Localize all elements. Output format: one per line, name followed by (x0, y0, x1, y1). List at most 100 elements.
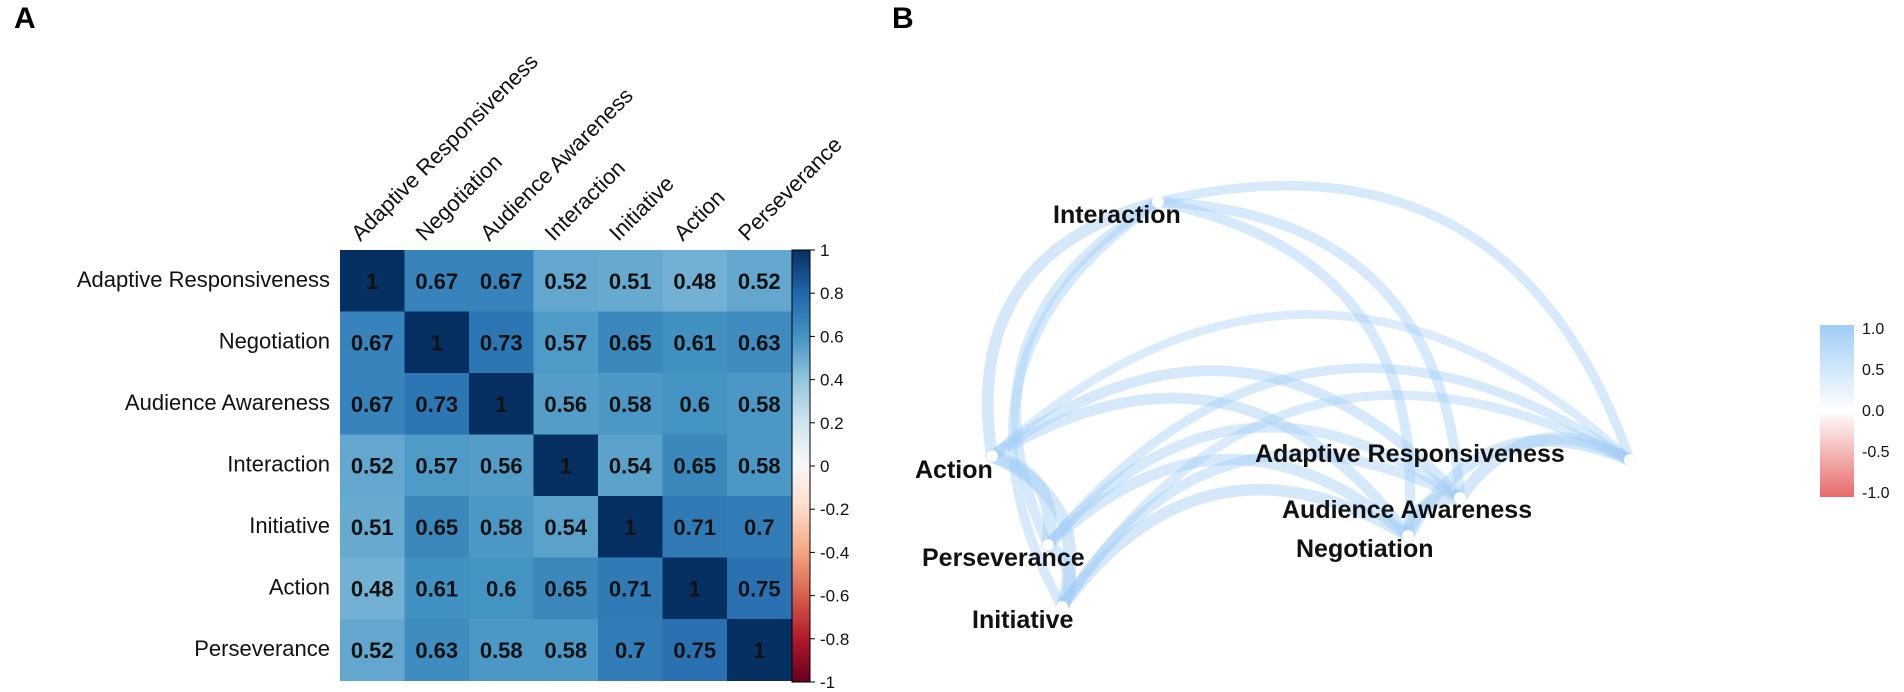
network-edge (1007, 197, 1163, 612)
network-node-label: Initiative (972, 606, 1074, 634)
heatmap-cell-label: 0.52 (738, 269, 781, 294)
colorbar-tick-label: 0.2 (820, 414, 844, 433)
heatmap-cell-label: 0.51 (351, 515, 394, 540)
heatmap-row-label: Perseverance (194, 636, 330, 661)
network-node-label: Adaptive Responsiveness (1255, 440, 1565, 468)
heatmap-cell-label: 0.54 (609, 453, 653, 478)
heatmap-cell (340, 311, 405, 374)
network-edge (1043, 363, 1635, 550)
heatmap-cell (598, 250, 663, 312)
heatmap-cell-label: 0.65 (415, 515, 458, 540)
correlation-heatmap: 1 0.67 0.67 0.52 0.51 0.48 0.52 0.67 1 0.73 0.57 0.… (77, 49, 849, 692)
heatmap-cell-label: 0.67 (415, 269, 458, 294)
network-edge (1056, 449, 1466, 613)
heatmap-cell (404, 619, 470, 681)
colorbar-tick-label: -0.8 (820, 630, 849, 649)
network-edge (1401, 434, 1637, 543)
network-node-label: Action (915, 456, 993, 484)
heatmap-cell (404, 434, 470, 497)
heatmap-cell-label: 0.67 (351, 392, 394, 417)
heatmap-cell-label: 0.52 (351, 638, 394, 663)
heatmap-cell-label: 0.73 (415, 392, 458, 417)
heatmap-cell (533, 311, 599, 374)
heatmap-cell-label: 0.58 (544, 638, 587, 663)
heatmap-cell (404, 496, 470, 558)
network-edge (981, 196, 1164, 462)
network-legend-tick-label: 1.0 (1862, 321, 1884, 338)
network-node-label: Perseverance (922, 544, 1085, 572)
network-node-label: Interaction (1053, 201, 1181, 229)
heatmap-cell (533, 557, 599, 620)
heatmap-cell (469, 557, 534, 620)
heatmap-cell-label: 1 (624, 515, 636, 540)
heatmap-cell-label: 0.75 (673, 638, 716, 663)
heatmap-row-label: Interaction (227, 451, 330, 476)
network-node-label: Negotiation (1296, 535, 1434, 563)
network-edge (986, 365, 1466, 504)
heatmap-cell-label: 0.61 (673, 330, 716, 355)
network-edge (1453, 432, 1637, 505)
heatmap-cell (727, 373, 792, 435)
network-edge (1057, 390, 1635, 612)
network-legend-tick-label: 0.0 (1862, 403, 1884, 420)
heatmap-cell (469, 434, 534, 497)
heatmap-cell-label: 0.52 (544, 269, 587, 294)
heatmap-cell-label: 0.7 (615, 638, 646, 663)
network-node (1402, 530, 1414, 542)
heatmap-cell (598, 557, 663, 620)
network-legend-tick-label: -0.5 (1862, 444, 1890, 461)
heatmap-cell-label: 0.75 (738, 576, 781, 601)
network-edge (985, 449, 1057, 552)
network-edge (986, 392, 1414, 542)
heatmap-cell (404, 373, 470, 435)
network-edge (1153, 180, 1635, 465)
heatmap-cell (662, 250, 728, 312)
network-node (1152, 196, 1164, 208)
heatmap-cell (533, 434, 599, 497)
network-node-label: Audience Awareness (1282, 496, 1532, 524)
colorbar-tick-label: 0.4 (820, 371, 844, 390)
heatmap-cell-label: 0.54 (544, 515, 588, 540)
network-legend-tick-label: 0.5 (1862, 362, 1884, 379)
heatmap-cell (340, 619, 405, 681)
colorbar-tick-label: 1 (820, 241, 829, 260)
heatmap-cell-label: 0.56 (544, 392, 587, 417)
network-edge (1401, 491, 1467, 543)
network-edge (1041, 538, 1077, 614)
heatmap-cell (727, 434, 792, 497)
heatmap-cell (533, 619, 599, 681)
network-edge (1152, 196, 1416, 542)
heatmap-cell-label: 0.67 (480, 269, 523, 294)
colorbar-tick-label: -0.2 (820, 500, 849, 519)
heatmap-cell-label: 0.58 (738, 453, 781, 478)
network-edge (985, 449, 1077, 614)
heatmap-cell (598, 496, 663, 558)
heatmap-cell (340, 250, 405, 312)
heatmap-cell-label: 0.65 (544, 576, 587, 601)
heatmap-cell-label: 0.58 (480, 515, 523, 540)
network-edge (1010, 196, 1164, 551)
heatmap-cell (404, 557, 470, 620)
heatmap-cell (598, 373, 663, 435)
heatmap-cell (662, 619, 728, 681)
network-node (1454, 492, 1466, 504)
heatmap-cell-label: 1 (753, 638, 765, 663)
heatmap-cell-label: 0.61 (415, 576, 458, 601)
heatmap-cell-label: 0.58 (609, 392, 652, 417)
network-edge (1152, 196, 1466, 504)
heatmap-cell-label: 0.52 (351, 453, 394, 478)
heatmap-cell (662, 557, 728, 620)
heatmap-cell-label: 0.7 (744, 515, 775, 540)
network-edge (1042, 453, 1414, 551)
heatmap-cell (533, 373, 599, 435)
heatmap-cell-label: 0.63 (415, 638, 458, 663)
heatmap-cell-label: 1 (495, 392, 507, 417)
heatmap-cell (727, 557, 792, 620)
heatmap-cell (727, 496, 792, 558)
heatmap-cell (662, 496, 728, 558)
heatmap-cell-label: 0.56 (480, 453, 523, 478)
heatmap-row-label: Negotiation (219, 328, 330, 353)
heatmap-cell (469, 496, 534, 558)
heatmap-cell (404, 311, 470, 374)
network-node (1056, 601, 1068, 613)
